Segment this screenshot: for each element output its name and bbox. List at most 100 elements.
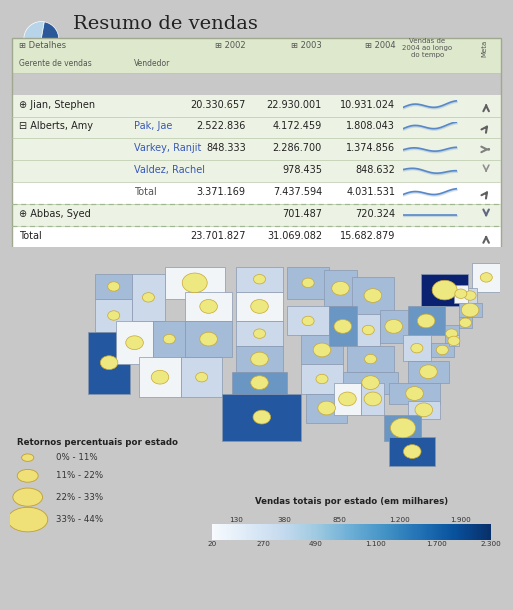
Bar [357,314,380,346]
Text: ⊞ 2003: ⊞ 2003 [291,41,322,50]
Bar [116,321,153,364]
Bar [431,343,454,357]
Circle shape [403,445,421,459]
Wedge shape [24,21,58,57]
Circle shape [461,303,479,317]
Circle shape [253,329,266,339]
Text: ⊞ 2002: ⊞ 2002 [215,41,246,50]
Bar [403,336,431,361]
Text: ⊕ Abbas, Syed: ⊕ Abbas, Syed [19,209,91,219]
Text: 22.930.001: 22.930.001 [267,99,322,110]
Text: Pak, Jae: Pak, Jae [134,121,173,132]
Text: Varkey, Ranjit: Varkey, Ranjit [134,143,202,153]
Circle shape [448,336,460,346]
Bar [287,267,329,299]
Circle shape [455,289,467,298]
Bar [380,310,408,343]
Bar [153,321,186,357]
Circle shape [251,376,268,390]
Text: Vendas totais por estado (em milhares): Vendas totais por estado (em milhares) [255,498,448,506]
Circle shape [200,300,218,314]
Text: 31.069.082: 31.069.082 [267,231,322,241]
Text: ⊞ 2004: ⊞ 2004 [365,41,395,50]
Bar [347,346,394,371]
Bar [12,38,501,73]
Bar [408,306,445,336]
Circle shape [313,343,331,357]
Bar [236,292,283,321]
Circle shape [302,278,314,287]
Circle shape [436,345,448,354]
Circle shape [364,392,382,406]
Text: 23.701.827: 23.701.827 [190,231,246,241]
Text: Total: Total [19,231,42,241]
Circle shape [101,356,118,370]
Circle shape [13,488,43,506]
Text: 1.200: 1.200 [389,517,410,523]
Bar [343,371,399,393]
Text: Vendas de
2004 ao longo
do tempo: Vendas de 2004 ao longo do tempo [402,38,452,58]
Bar [95,274,132,299]
Text: Gerente de vendas: Gerente de vendas [19,59,92,68]
Bar [186,292,232,321]
Text: 7.437.594: 7.437.594 [273,187,322,197]
Bar [165,267,225,299]
Bar [236,321,283,346]
Text: 33% - 44%: 33% - 44% [55,515,103,524]
Text: 2.286.700: 2.286.700 [273,143,322,153]
Bar [301,364,343,393]
Circle shape [253,410,271,424]
Circle shape [318,401,336,415]
Text: Total: Total [134,187,157,197]
Circle shape [406,387,423,400]
Circle shape [316,375,328,384]
Bar [463,289,477,303]
Bar [12,138,501,160]
Bar [95,299,132,332]
Bar [181,357,223,397]
Bar [389,382,440,404]
Text: 20.330.657: 20.330.657 [190,99,246,110]
Circle shape [334,320,351,333]
Text: 22% - 33%: 22% - 33% [55,493,103,501]
Circle shape [480,273,492,282]
Circle shape [251,352,268,366]
Bar [449,336,459,346]
Text: 490: 490 [308,541,322,547]
Text: 3.371.169: 3.371.169 [196,187,246,197]
Bar [223,393,301,440]
Circle shape [143,293,154,302]
Text: Resumo de vendas: Resumo de vendas [73,15,258,33]
Circle shape [108,310,120,320]
Bar [12,38,501,248]
Text: 130: 130 [229,517,243,523]
Text: 15.682.879: 15.682.879 [340,231,395,241]
Circle shape [460,318,471,328]
Text: 1.374.856: 1.374.856 [346,143,395,153]
Text: 0% - 11%: 0% - 11% [55,453,97,462]
Text: 4.172.459: 4.172.459 [273,121,322,132]
Text: 978.435: 978.435 [282,165,322,175]
Bar [287,306,329,336]
Bar [132,274,165,321]
Text: 2.300: 2.300 [480,541,501,547]
Bar [12,95,501,117]
Circle shape [418,314,435,328]
Text: 1.100: 1.100 [365,541,386,547]
Text: Meta: Meta [481,40,487,57]
Bar [352,278,394,314]
Bar [361,382,384,415]
Bar [301,336,343,364]
Bar [422,274,468,306]
Bar [389,437,436,466]
Circle shape [339,392,356,406]
Bar [454,285,468,303]
Bar [12,160,501,182]
Bar [306,393,347,423]
Circle shape [364,289,382,303]
Bar [472,263,500,292]
Text: 1.700: 1.700 [426,541,446,547]
Circle shape [8,508,48,532]
Circle shape [362,325,374,335]
Text: 380: 380 [278,517,292,523]
